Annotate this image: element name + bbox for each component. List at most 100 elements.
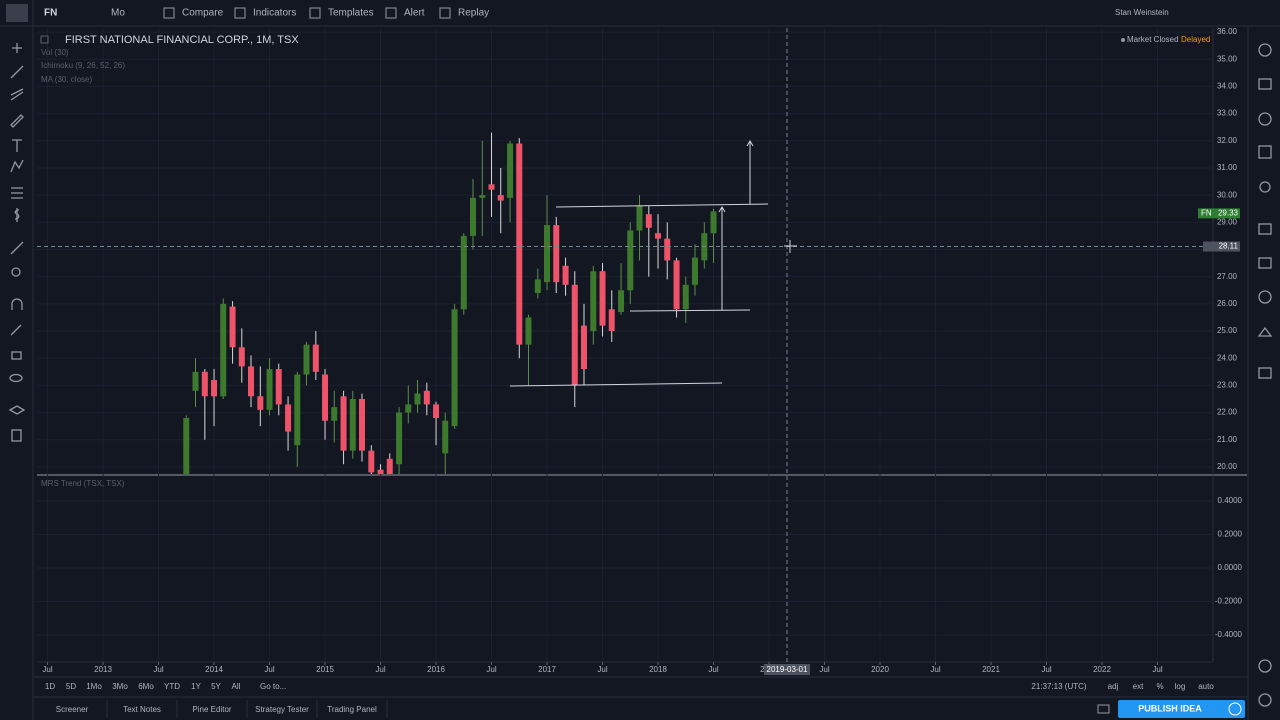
- x-tick-label: Jul: [1041, 665, 1051, 674]
- y-tick-label: 32.00: [1217, 136, 1238, 145]
- publish-label[interactable]: PUBLISH IDEA: [1138, 703, 1202, 713]
- zoom-tool[interactable]: [11, 267, 21, 277]
- y-tick-label: 35.00: [1217, 54, 1238, 63]
- data-window-btn[interactable]: [1258, 112, 1272, 126]
- range-button[interactable]: 5D: [66, 682, 76, 691]
- avatar[interactable]: [6, 4, 28, 22]
- toolbar-button[interactable]: Alert: [404, 8, 425, 19]
- crosshair-price-box: [1203, 241, 1240, 252]
- hide-tool[interactable]: [9, 373, 23, 383]
- crosshair-tool[interactable]: [12, 43, 22, 53]
- fib-tool[interactable]: [10, 88, 24, 101]
- candle-body: [303, 344, 310, 375]
- candle-body: [247, 366, 254, 397]
- price-tool[interactable]: [14, 208, 20, 222]
- ideas-btn[interactable]: [1259, 181, 1271, 193]
- indicator-name[interactable]: MRS Trend (TSX, TSX): [41, 479, 125, 488]
- candle-body: [691, 257, 698, 285]
- footer-tab[interactable]: Pine Editor: [192, 705, 231, 714]
- candle-body: [368, 450, 375, 473]
- symbol[interactable]: FN: [44, 8, 57, 19]
- candle-body: [645, 214, 652, 228]
- range-button[interactable]: 6Mo: [138, 682, 154, 691]
- scale-option[interactable]: adj: [1108, 682, 1119, 691]
- candle-body: [183, 418, 190, 474]
- publish-button[interactable]: [1118, 700, 1245, 718]
- messages-btn[interactable]: [1258, 257, 1272, 269]
- range-button[interactable]: 1Mo: [86, 682, 102, 691]
- x-tick-label: 2013: [94, 665, 112, 674]
- x-tick-label: 2017: [538, 665, 556, 674]
- ruler-tool[interactable]: [10, 241, 24, 255]
- top-buttons: FN Mo Compare Indicators Templates Alert Repla…: [44, 7, 1169, 19]
- toolbar-button[interactable]: Compare: [182, 8, 224, 19]
- scale-option[interactable]: log: [1175, 682, 1186, 691]
- calendar-btn[interactable]: [1258, 145, 1272, 159]
- prediction-tool[interactable]: [11, 187, 23, 199]
- hotlists-btn[interactable]: [1258, 290, 1272, 304]
- y-tick-label: 0.2000: [1218, 530, 1243, 539]
- scale-option[interactable]: %: [1156, 682, 1163, 691]
- x-tick-label: 2020: [871, 665, 889, 674]
- range-button[interactable]: YTD: [164, 682, 180, 691]
- range-button[interactable]: 1Y: [191, 682, 201, 691]
- candle-body: [673, 260, 680, 310]
- button-icon: [439, 7, 451, 19]
- scale-option[interactable]: ext: [1133, 682, 1144, 691]
- crosshair: [37, 28, 1213, 662]
- candle-body: [386, 458, 393, 474]
- footer-tab[interactable]: Trading Panel: [327, 705, 377, 714]
- layout-name[interactable]: Stan Weinstein: [1115, 8, 1169, 17]
- x-tick-label: Jul: [264, 665, 274, 674]
- y-tick-label: 25.00: [1217, 326, 1238, 335]
- trendline-tool[interactable]: [10, 65, 24, 79]
- text-tool[interactable]: [12, 139, 22, 152]
- interval[interactable]: Mo: [111, 8, 125, 19]
- last-price-label: 29.33: [1218, 208, 1239, 217]
- scale-option[interactable]: auto: [1198, 682, 1214, 691]
- settings-btn[interactable]: [1258, 693, 1272, 707]
- range-button[interactable]: All: [232, 682, 241, 691]
- y-tick-label: 21.00: [1217, 435, 1238, 444]
- help-btn[interactable]: [1258, 659, 1272, 673]
- toolbar-button[interactable]: Replay: [458, 8, 489, 19]
- button-icon: [385, 7, 397, 19]
- dom-btn[interactable]: [1258, 367, 1272, 379]
- legend: FIRST NATIONAL FINANCIAL CORP., 1M, TSX …: [40, 34, 1210, 488]
- footer-tab[interactable]: Strategy Tester: [255, 705, 309, 714]
- alerts-btn[interactable]: [1258, 78, 1272, 90]
- range-button[interactable]: 3Mo: [112, 682, 128, 691]
- candle-body: [544, 225, 551, 283]
- collapse-btn[interactable]: [40, 35, 49, 44]
- y-tick-label: 36.00: [1217, 27, 1238, 36]
- pattern-tool[interactable]: [10, 159, 24, 173]
- magnet-tool[interactable]: [11, 298, 23, 310]
- notifications-btn[interactable]: [1257, 326, 1273, 337]
- toolbar-button[interactable]: Templates: [328, 8, 374, 19]
- chats-btn[interactable]: [1258, 223, 1272, 235]
- footer-tab[interactable]: Screener: [56, 705, 89, 714]
- watchlist-btn[interactable]: [1258, 43, 1272, 57]
- y-tick-label: -0.4000: [1215, 630, 1243, 639]
- x-tick-label: Jul: [597, 665, 607, 674]
- bottom-toolbar: 1D 5D 1Mo 3Mo 6Mo YTD 1Y 5Y All Go to... 21:37:13 …: [45, 682, 1214, 718]
- candle-body: [423, 390, 430, 405]
- candle-body: [608, 309, 615, 332]
- toolbar-button[interactable]: Indicators: [253, 8, 296, 19]
- range-button[interactable]: 1D: [45, 682, 55, 691]
- lock-tool[interactable]: [11, 351, 22, 360]
- goto-button[interactable]: Go to...: [260, 682, 286, 691]
- snapshot-btn[interactable]: [1097, 704, 1110, 714]
- indicator-name[interactable]: Vol (30): [41, 48, 69, 57]
- tree-tool[interactable]: [8, 405, 26, 415]
- remove-tool[interactable]: [11, 429, 22, 442]
- range-button[interactable]: 5Y: [211, 682, 221, 691]
- candle-body: [627, 230, 634, 291]
- candle-body: [238, 347, 245, 367]
- left-toolbar: [8, 43, 26, 442]
- x-tick-label: Jul: [819, 665, 829, 674]
- brush-tool[interactable]: [10, 114, 24, 128]
- stay-drawing-tool[interactable]: [10, 324, 22, 336]
- indicator-name[interactable]: Ichimoku (9, 26, 52, 26): [41, 61, 125, 70]
- footer-tab[interactable]: Text Notes: [123, 705, 161, 714]
